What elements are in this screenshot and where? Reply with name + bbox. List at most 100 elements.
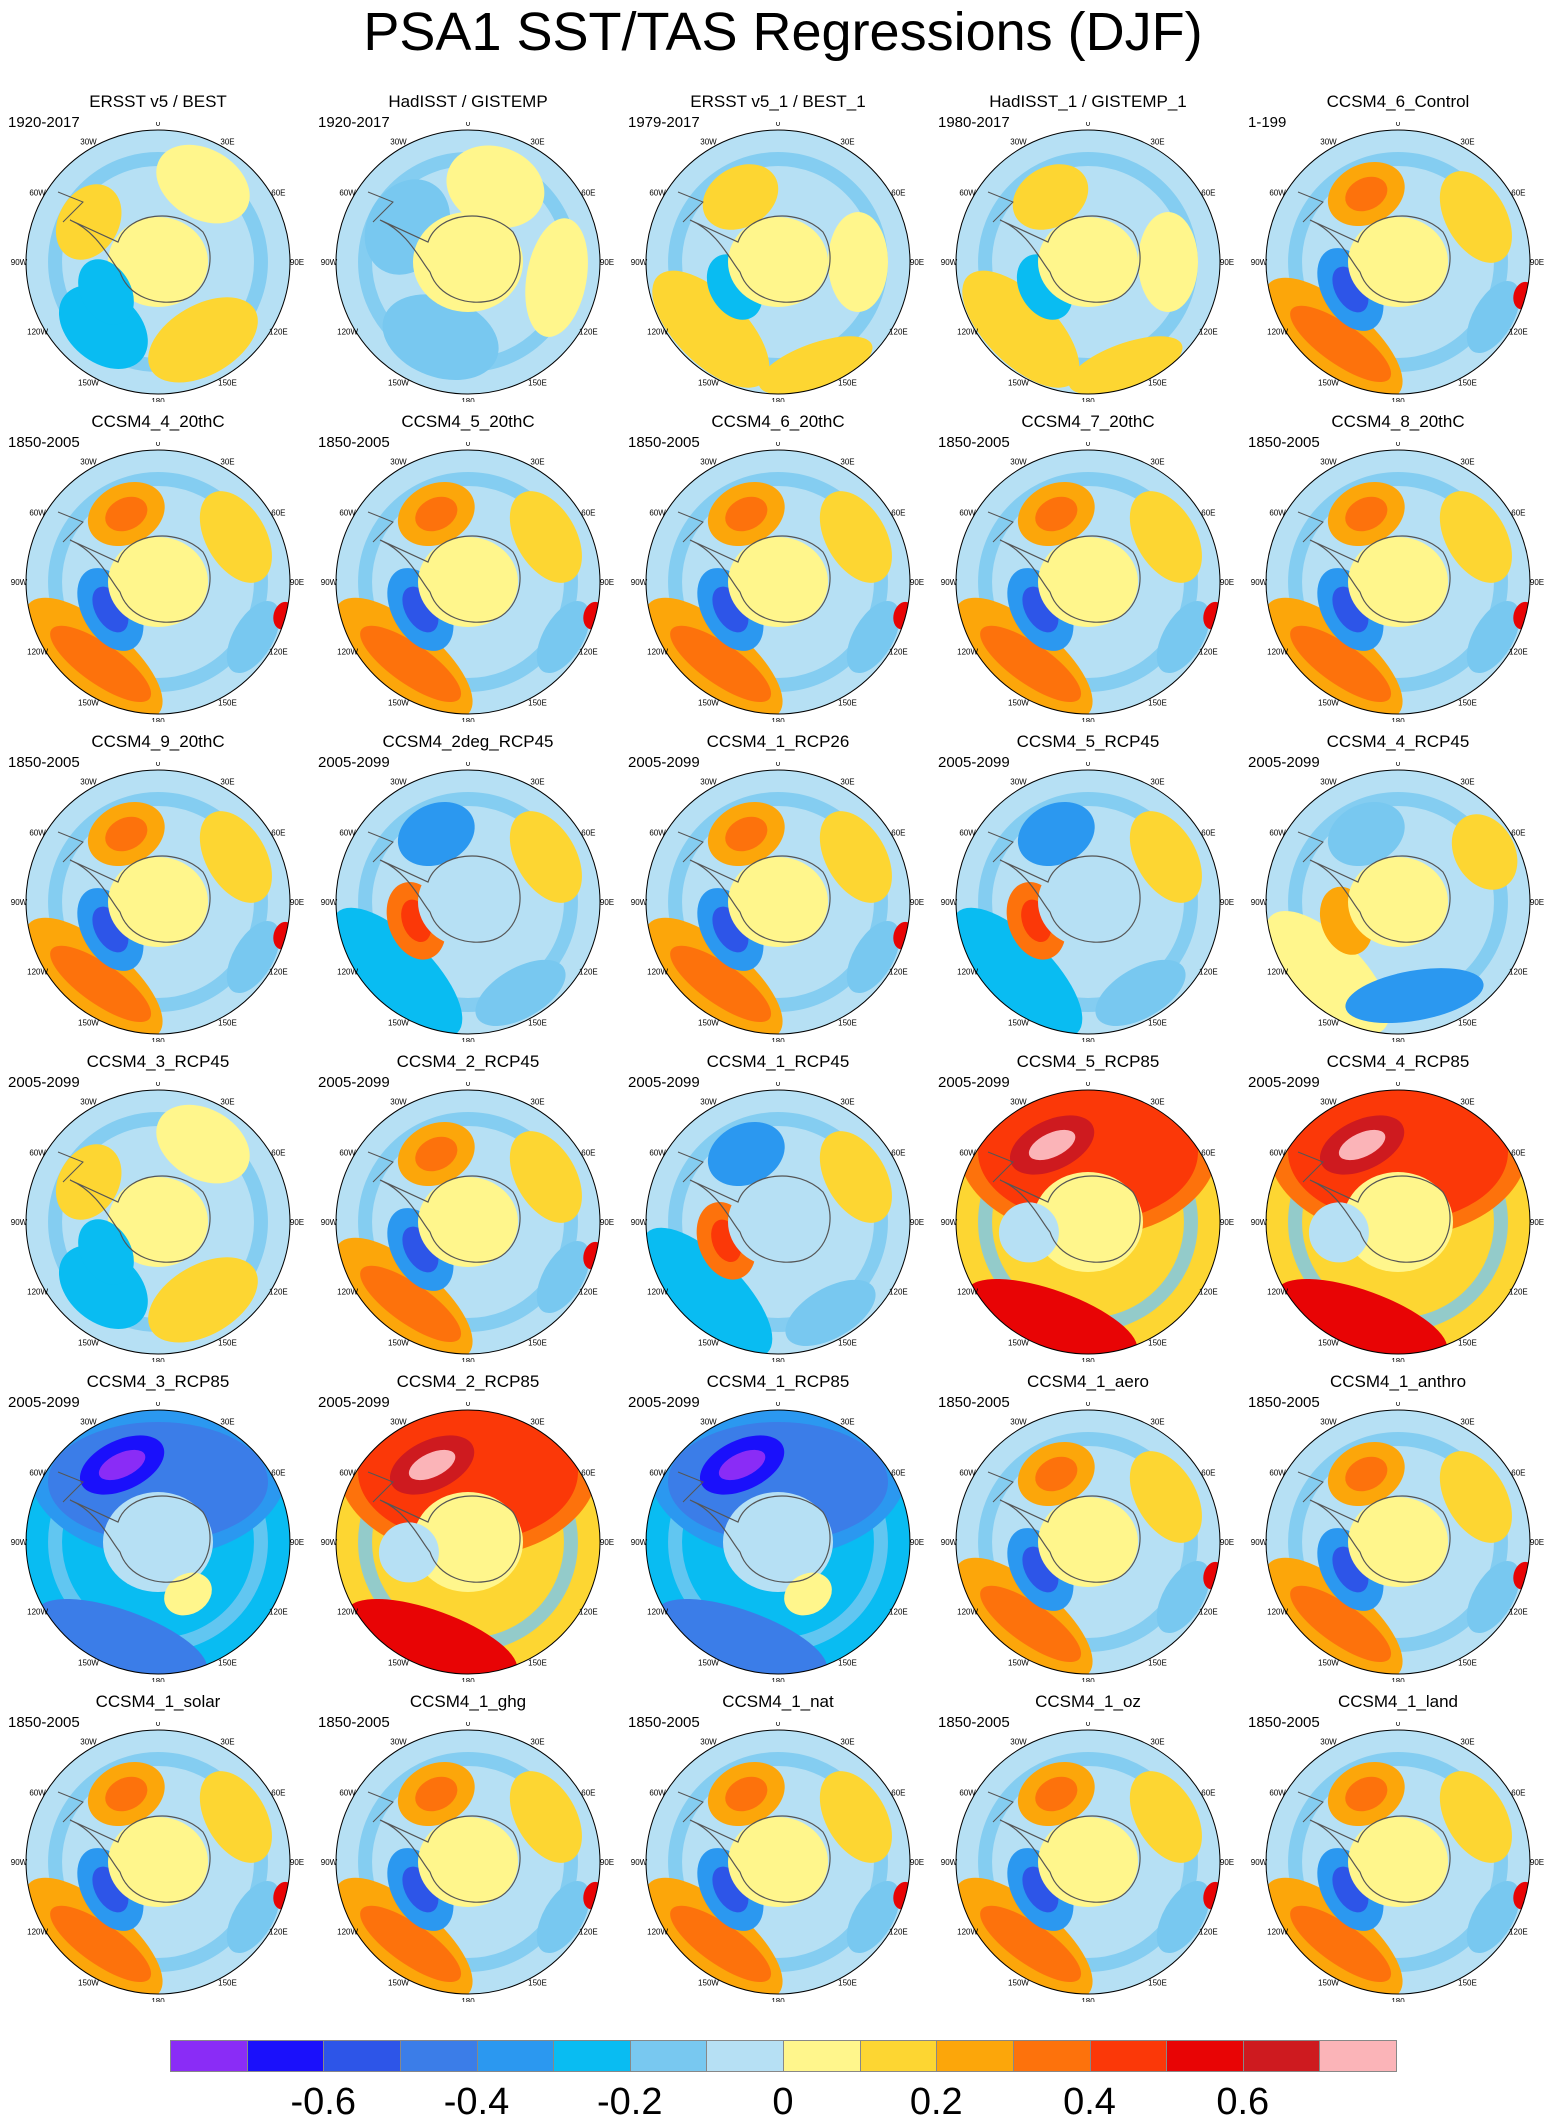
longitude-label: 60E bbox=[1201, 1469, 1215, 1478]
longitude-label: 60W bbox=[339, 1789, 356, 1798]
longitude-label: 0 bbox=[1396, 122, 1401, 128]
map-border bbox=[955, 1089, 1221, 1355]
map-panel: CCSM4_2deg_RCP45 2005-2099 0 30E 60E 90E 120E 1… bbox=[318, 732, 618, 1042]
longitude-label: 60E bbox=[271, 829, 285, 838]
south-america-outline bbox=[987, 1791, 1014, 1823]
longitude-label: 90W bbox=[941, 1858, 958, 1867]
map-border bbox=[645, 449, 911, 715]
longitude-label: 60W bbox=[959, 1149, 976, 1158]
longitude-label: 120W bbox=[1267, 1288, 1288, 1297]
longitude-label: 90W bbox=[941, 898, 958, 907]
south-america-outline bbox=[1297, 1151, 1324, 1183]
longitude-label: 90W bbox=[631, 578, 648, 587]
south-america-outline bbox=[987, 1151, 1014, 1183]
polar-map: 0 30E 60E 90E 120E 150E 180 150W 120W 90W 60W 30W bbox=[321, 762, 614, 1042]
map-panel: CCSM4_5_20thC 1850-2005 0 30E 60E 90E 120E 150E… bbox=[318, 412, 618, 722]
map-panel: CCSM4_2_RCP85 2005-2099 0 30E 60E 90E 120E 150E… bbox=[318, 1372, 618, 1682]
longitude-label: 30W bbox=[80, 1418, 97, 1427]
longitude-label: 0 bbox=[1086, 762, 1091, 768]
longitude-label: 120W bbox=[957, 1288, 978, 1297]
longitude-label: 60W bbox=[1269, 1789, 1286, 1798]
longitude-label: 60E bbox=[581, 189, 595, 198]
longitude-label: 180 bbox=[771, 397, 785, 402]
longitude-label: 90E bbox=[1530, 1858, 1544, 1867]
panel-period: 1920-2017 bbox=[318, 114, 390, 131]
longitude-label: 150W bbox=[78, 698, 99, 707]
colorbar-tick-label: -0.6 bbox=[290, 2081, 356, 2123]
colorbar-swatch bbox=[323, 2040, 401, 2072]
longitude-label: 150E bbox=[528, 1338, 547, 1347]
longitude-label: 150W bbox=[388, 378, 409, 387]
longitude-label: 30W bbox=[700, 1418, 717, 1427]
map-border bbox=[955, 449, 1221, 715]
colorbar-tick-label: 0.2 bbox=[909, 2081, 963, 2123]
polar-map: 0 30E 60E 90E 120E 150E 180 150W 120W 90W 60W 30W bbox=[631, 762, 924, 1042]
longitude-label: 120W bbox=[957, 1928, 978, 1937]
longitude-label: 180 bbox=[461, 1677, 475, 1682]
panel-period: 1980-2017 bbox=[938, 114, 1010, 131]
longitude-label: 120E bbox=[889, 968, 908, 977]
map-panel: CCSM4_3_RCP45 2005-2099 0 30E 60E 90E 120E 150E… bbox=[8, 1052, 308, 1362]
longitude-label: 0 bbox=[776, 1082, 781, 1088]
polar-map: 0 30E 60E 90E 120E 150E 180 150W 120W 90W 60W 30W bbox=[1251, 122, 1544, 402]
south-america-outline bbox=[1297, 831, 1324, 863]
panel-period: 1850-2005 bbox=[8, 434, 80, 451]
longitude-label: 90E bbox=[600, 1538, 614, 1547]
polar-map: 0 30E 60E 90E 120E 150E 180 150W 120W 90W 60W 30W bbox=[631, 1722, 924, 2002]
antarctica-outline bbox=[1309, 1175, 1451, 1263]
longitude-label: 180 bbox=[771, 1997, 785, 2002]
longitude-label: 120E bbox=[1199, 1288, 1218, 1297]
longitude-label: 30E bbox=[1460, 1418, 1474, 1427]
longitude-label: 90E bbox=[1530, 898, 1544, 907]
longitude-label: 150W bbox=[78, 1658, 99, 1667]
longitude-label: 150W bbox=[1318, 378, 1339, 387]
longitude-label: 120W bbox=[1267, 1608, 1288, 1617]
longitude-label: 90W bbox=[941, 1218, 958, 1227]
longitude-label: 180 bbox=[461, 717, 475, 722]
panel-title: ERSST v5 / BEST bbox=[89, 92, 227, 111]
longitude-label: 150W bbox=[1318, 698, 1339, 707]
longitude-label: 180 bbox=[1081, 1677, 1095, 1682]
longitude-label: 120W bbox=[647, 1288, 668, 1297]
antarctica-outline bbox=[1309, 1495, 1451, 1583]
longitude-label: 60E bbox=[1511, 1149, 1525, 1158]
longitude-label: 0 bbox=[156, 122, 161, 128]
polar-map: 0 30E 60E 90E 120E 150E 180 150W 120W 90W 60W 30W bbox=[11, 1402, 304, 1682]
polar-map: 0 30E 60E 90E 120E 150E 180 150W 120W 90W 60W 30W bbox=[1251, 1402, 1544, 1682]
longitude-label: 120W bbox=[957, 1608, 978, 1617]
antarctica-outline bbox=[379, 855, 521, 943]
panel-period: 1850-2005 bbox=[628, 1714, 700, 1731]
longitude-label: 120W bbox=[1267, 328, 1288, 337]
longitude-label: 30W bbox=[1320, 778, 1337, 787]
longitude-label: 120W bbox=[337, 1608, 358, 1617]
longitude-label: 90E bbox=[1530, 1538, 1544, 1547]
longitude-label: 150E bbox=[838, 698, 857, 707]
longitude-label: 120E bbox=[579, 1928, 598, 1937]
longitude-label: 180 bbox=[771, 1037, 785, 1042]
polar-map: 0 30E 60E 90E 120E 150E 180 150W 120W 90W 60W 30W bbox=[1251, 1082, 1544, 1362]
panel-title: CCSM4_1_solar bbox=[95, 1692, 221, 1711]
longitude-label: 60W bbox=[1269, 1149, 1286, 1158]
map-border bbox=[25, 769, 291, 1035]
longitude-label: 150W bbox=[1318, 1338, 1339, 1347]
colorbar-tick-label: 0.4 bbox=[1063, 2081, 1116, 2123]
map-border bbox=[25, 129, 291, 395]
longitude-label: 150E bbox=[218, 1338, 237, 1347]
map-panel: CCSM4_1_ghg 1850-2005 0 30E 60E 90E 120E 150E 18… bbox=[318, 1692, 618, 2002]
longitude-label: 0 bbox=[1396, 1082, 1401, 1088]
longitude-label: 60W bbox=[649, 1789, 666, 1798]
longitude-label: 150E bbox=[838, 1658, 857, 1667]
longitude-label: 150E bbox=[218, 1658, 237, 1667]
panel-title: CCSM4_1_ghg bbox=[409, 1692, 527, 1711]
longitude-label: 90E bbox=[290, 1218, 304, 1227]
longitude-label: 150W bbox=[1318, 1978, 1339, 1987]
panel-period: 2005-2099 bbox=[938, 1074, 1010, 1091]
longitude-label: 60W bbox=[1269, 509, 1286, 518]
longitude-label: 90W bbox=[1251, 898, 1268, 907]
map-border bbox=[1265, 1729, 1531, 1995]
map-border bbox=[1265, 769, 1531, 1035]
antarctica-outline bbox=[379, 215, 521, 303]
longitude-label: 60E bbox=[581, 509, 595, 518]
longitude-label: 150W bbox=[1318, 1018, 1339, 1027]
map-border bbox=[1265, 1409, 1531, 1675]
